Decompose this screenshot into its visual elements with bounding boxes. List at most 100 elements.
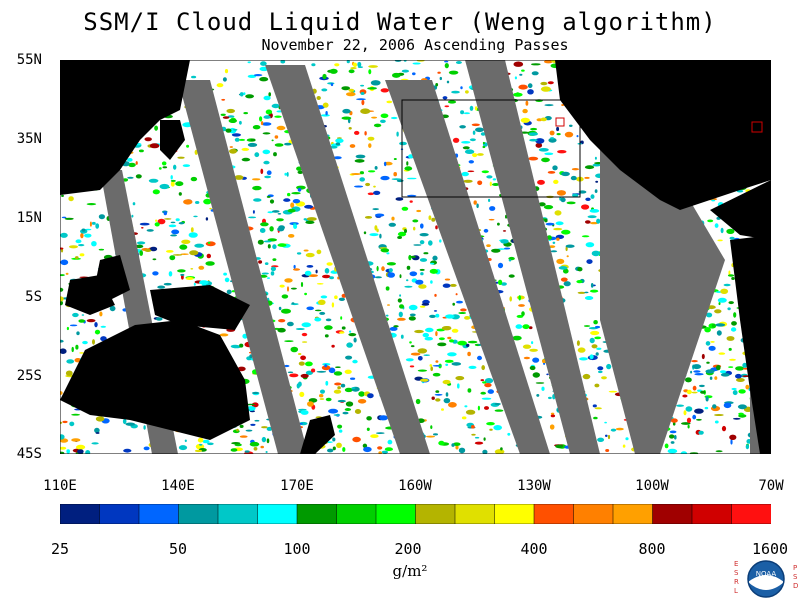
cloud-speck	[175, 181, 184, 187]
cloud-speck	[328, 367, 336, 374]
cloud-speck	[269, 199, 275, 204]
cloud-speck	[325, 318, 332, 322]
cloud-speck	[425, 435, 436, 438]
cloud-speck	[266, 170, 272, 175]
cloud-speck	[711, 199, 716, 202]
cloud-speck	[381, 266, 385, 272]
cloud-speck	[583, 325, 591, 327]
cloud-speck	[486, 422, 495, 426]
colorbar-label-50: 50	[168, 540, 188, 558]
cloud-speck	[736, 378, 745, 382]
cloud-speck	[561, 171, 570, 177]
cloud-speck	[694, 408, 704, 414]
cloud-speck	[109, 305, 116, 312]
cloud-speck	[324, 325, 333, 330]
lat-label-25s: 25S	[16, 368, 42, 384]
cloud-speck	[585, 242, 595, 248]
cloud-speck	[272, 244, 277, 250]
cloud-speck	[188, 232, 198, 238]
cloud-speck	[720, 370, 727, 374]
cloud-speck	[163, 282, 172, 286]
cloud-speck	[715, 323, 726, 327]
cloud-speck	[135, 244, 144, 249]
cloud-speck	[420, 223, 424, 229]
cloud-speck	[716, 365, 721, 371]
cloud-speck	[474, 436, 480, 439]
cloud-speck	[78, 244, 85, 247]
cloud-speck	[321, 365, 331, 371]
cloud-speck	[205, 217, 209, 221]
cloud-speck	[584, 291, 589, 294]
cloud-speck	[350, 173, 361, 175]
cloud-speck	[598, 370, 603, 374]
cloud-speck	[345, 355, 353, 360]
cloud-speck	[706, 312, 713, 318]
cloud-speck	[685, 377, 692, 383]
cloud-speck	[331, 344, 335, 348]
cloud-speck	[455, 376, 465, 381]
cloud-speck	[94, 329, 101, 335]
cloud-speck	[429, 314, 436, 318]
cloud-speck	[234, 137, 240, 142]
cloud-speck	[337, 399, 346, 403]
cloud-speck	[321, 114, 330, 117]
cloud-speck	[344, 369, 352, 374]
cloud-speck	[131, 214, 134, 218]
cloud-speck	[523, 356, 530, 360]
cloud-speck	[380, 175, 390, 181]
cloud-speck	[596, 218, 601, 224]
cloud-speck	[222, 77, 227, 82]
cloud-speck	[535, 138, 545, 144]
cloud-speck	[339, 331, 345, 334]
cloud-speck	[451, 90, 460, 94]
cloud-speck	[60, 348, 67, 354]
cloud-speck	[730, 327, 737, 332]
cloud-speck	[135, 174, 142, 179]
colorbar-swatch	[99, 504, 140, 524]
cloud-speck	[494, 409, 504, 412]
cloud-speck	[251, 391, 260, 395]
cloud-speck	[446, 80, 450, 84]
cloud-speck	[76, 331, 80, 336]
cloud-speck	[484, 383, 492, 388]
cloud-speck	[287, 208, 296, 213]
colorbar-label-800: 800	[638, 540, 666, 558]
cloud-speck	[384, 447, 393, 452]
cloud-speck	[560, 197, 566, 203]
cloud-speck	[670, 418, 678, 423]
cloud-speck	[488, 218, 495, 221]
cloud-speck	[252, 185, 262, 191]
cloud-speck	[461, 171, 469, 177]
cloud-speck	[423, 354, 431, 357]
colorbar-swatch	[691, 504, 733, 524]
logo-letter-s2: S	[793, 573, 798, 581]
cloud-speck	[728, 366, 734, 368]
cloud-speck	[357, 61, 362, 68]
land-north-america	[555, 60, 771, 210]
cloud-speck	[529, 348, 538, 352]
cloud-speck	[373, 185, 376, 188]
cloud-speck	[75, 344, 79, 350]
cloud-speck	[435, 360, 439, 363]
cloud-speck	[701, 353, 705, 360]
cloud-speck	[582, 373, 591, 380]
colorbar-swatch	[296, 504, 338, 524]
cloud-speck	[342, 447, 346, 452]
cloud-speck	[685, 406, 693, 412]
cloud-speck	[60, 300, 63, 306]
cloud-speck	[592, 404, 597, 408]
cloud-speck	[159, 183, 170, 190]
cloud-speck	[293, 268, 300, 271]
cloud-speck	[305, 220, 315, 224]
cloud-speck	[221, 98, 226, 101]
cloud-speck	[298, 408, 307, 411]
cloud-speck	[289, 373, 299, 378]
cloud-speck	[60, 339, 64, 343]
cloud-speck	[445, 314, 455, 319]
cloud-speck	[431, 217, 436, 222]
cloud-speck	[231, 442, 241, 445]
cloud-speck	[360, 84, 365, 87]
cloud-speck	[404, 229, 407, 233]
cloud-speck	[431, 396, 435, 400]
cloud-speck	[521, 311, 525, 317]
